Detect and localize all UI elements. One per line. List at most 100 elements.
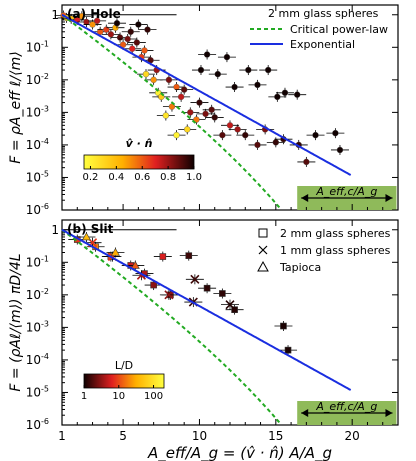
svg-text:10-6: 10-6 (26, 202, 49, 217)
y-tick-label: 10-3 (26, 104, 49, 119)
legend-label: 1 mm glass spheres (280, 244, 391, 257)
svg-text:10-4: 10-4 (26, 137, 49, 152)
legend-marker-square (258, 228, 268, 238)
y-tick-label: 1 (51, 223, 59, 237)
data-point (198, 49, 217, 60)
data-point (123, 43, 142, 54)
data-point (129, 19, 148, 30)
data-point (202, 104, 221, 115)
data-point (225, 82, 244, 93)
panel-label: (b) Slit (67, 222, 114, 236)
svg-text:1: 1 (51, 8, 59, 22)
colorbar-tick-label: 0.8 (160, 172, 176, 183)
legend-label: 2 mm glass spheres (280, 227, 391, 240)
data-point (191, 65, 210, 76)
critical-area-label: A_eff,c/A_g (315, 185, 377, 198)
data-point (187, 114, 206, 125)
data-point (132, 270, 151, 281)
legend: 2 mm glass spheres Critical power-law Expo… (250, 7, 388, 51)
data-point (297, 156, 316, 167)
data-point (198, 283, 217, 294)
svg-text:1: 1 (51, 223, 59, 237)
data-point (268, 91, 287, 102)
data-point (274, 321, 293, 332)
data-point (248, 79, 267, 90)
legend-marker-x (258, 245, 268, 255)
data-point (175, 84, 194, 95)
legend-label: Tapioca (279, 261, 321, 274)
x-axis: 1 5 10 15 20A_eff/A_g = (v̂ · n̂) A/A_g (58, 429, 360, 461)
critical-area-arrow (301, 409, 393, 417)
data-point (77, 231, 96, 242)
y-axis-label: F = ρA_eff ℓ/⟨m⟩ (8, 51, 24, 163)
x-tick-label: 20 (345, 429, 360, 443)
data-point (236, 130, 255, 141)
x-tick-label: 5 (119, 429, 127, 443)
data-point (156, 110, 175, 121)
colorbar-gradient (83, 154, 195, 170)
data-points (54, 10, 349, 167)
data-point (118, 33, 137, 44)
data-point (248, 139, 267, 150)
y-axis-label: F = (ρAℓ/⟨m⟩) πD/4L (8, 253, 24, 391)
svg-text:10-4: 10-4 (26, 352, 49, 367)
data-point (185, 274, 204, 285)
data-point (217, 52, 236, 63)
critical-power-law-curve (61, 13, 282, 210)
y-tick-label: 10-2 (26, 287, 49, 302)
y-tick-label: 10-6 (26, 202, 49, 217)
exponential-curve (61, 13, 352, 176)
data-point (88, 15, 107, 26)
data-point (159, 289, 178, 300)
data-point (159, 74, 178, 85)
svg-text:10-5: 10-5 (26, 169, 49, 184)
colorbar-gradient (83, 373, 165, 389)
critical-area-label: A_eff,c/A_g (315, 400, 377, 413)
svg-text:10-1: 10-1 (26, 39, 49, 54)
data-point (121, 26, 140, 37)
y-tick-label: 10-6 (26, 417, 49, 432)
y-tick-label: 10-1 (26, 254, 49, 269)
data-point (137, 69, 155, 80)
data-point (306, 130, 325, 141)
data-point (213, 130, 232, 141)
data-point (153, 251, 172, 262)
data-point (107, 18, 126, 29)
data-point (126, 260, 145, 271)
legend: 2 mm glass spheres 1 mm glass spheres Tapi… (257, 227, 391, 274)
data-point (205, 112, 224, 123)
data-point (106, 247, 125, 258)
svg-text:10-1: 10-1 (26, 254, 49, 269)
critical-power-law-curve (61, 228, 282, 425)
data-point (178, 124, 197, 135)
y-tick-label: 10-5 (26, 384, 49, 399)
data-point (228, 124, 247, 135)
panel-slit: A_eff,c/A_g 10-6 10-5 10-4 10-3 10-2 10-1 1 (b) … (8, 219, 399, 432)
data-point (279, 345, 298, 356)
y-tick-label: 10-4 (26, 352, 49, 367)
colorbar-tick-label: 1.0 (186, 172, 202, 183)
colorbar-tick-label: 1 (81, 391, 87, 402)
data-point (127, 37, 146, 48)
data-point (330, 144, 349, 155)
svg-text:10-2: 10-2 (26, 72, 49, 87)
y-tick-label: 1 (51, 8, 59, 22)
data-point (225, 304, 244, 315)
data-point (83, 19, 102, 30)
data-point (101, 29, 120, 40)
data-point (221, 299, 239, 310)
data-point (144, 280, 163, 291)
y-tick-label: 10-3 (26, 319, 49, 334)
data-point (256, 124, 275, 135)
y-tick-label: 10-1 (26, 39, 49, 54)
y-tick-label: 10-4 (26, 137, 49, 152)
colorbar-tick-label: 100 (144, 391, 163, 402)
data-point (167, 130, 186, 141)
x-tick-label: 15 (268, 429, 283, 443)
colorbar-tick-label: 0.6 (134, 172, 150, 183)
svg-text:10-3: 10-3 (26, 319, 49, 334)
data-point (259, 65, 278, 76)
legend-label: Exponential (290, 38, 355, 51)
panel-label: (a) Hole (67, 7, 121, 21)
